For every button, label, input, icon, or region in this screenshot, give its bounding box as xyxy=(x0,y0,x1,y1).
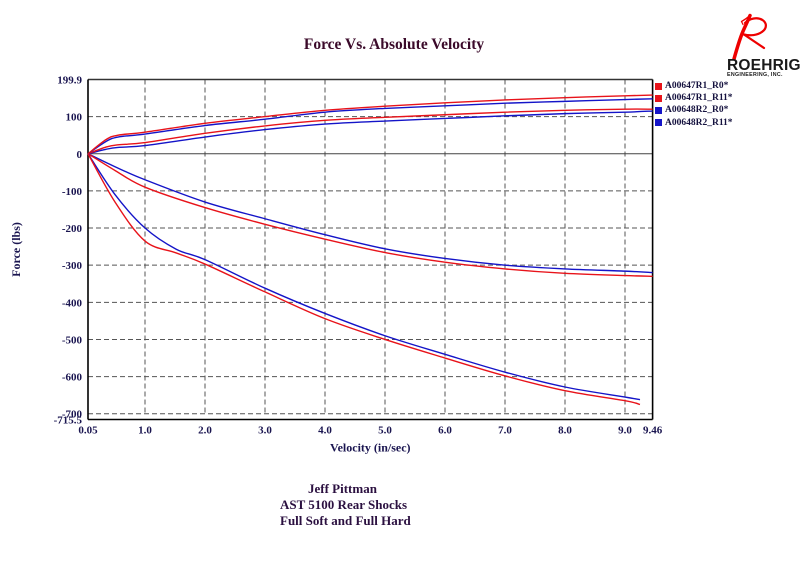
svg-text:1.0: 1.0 xyxy=(138,425,152,437)
svg-text:0.05: 0.05 xyxy=(78,425,98,437)
svg-text:-200: -200 xyxy=(62,223,83,235)
svg-text:-600: -600 xyxy=(62,372,83,384)
svg-text:-400: -400 xyxy=(62,297,83,309)
svg-text:-300: -300 xyxy=(62,260,83,272)
svg-text:8.0: 8.0 xyxy=(558,425,572,437)
svg-text:100: 100 xyxy=(66,112,83,124)
svg-text:0: 0 xyxy=(77,149,83,161)
svg-text:4.0: 4.0 xyxy=(318,425,332,437)
svg-text:6.0: 6.0 xyxy=(438,425,452,437)
svg-text:-100: -100 xyxy=(62,186,83,198)
svg-text:5.0: 5.0 xyxy=(378,425,392,437)
svg-text:Velocity (in/sec): Velocity (in/sec) xyxy=(330,441,411,455)
svg-text:7.0: 7.0 xyxy=(498,425,512,437)
svg-text:9.46: 9.46 xyxy=(643,425,663,437)
svg-text:2.0: 2.0 xyxy=(198,425,212,437)
svg-text:199.9: 199.9 xyxy=(57,75,82,87)
svg-text:-500: -500 xyxy=(62,334,83,346)
svg-text:Force (lbs): Force (lbs) xyxy=(9,222,23,277)
svg-text:9.0: 9.0 xyxy=(618,425,632,437)
svg-text:3.0: 3.0 xyxy=(258,425,272,437)
